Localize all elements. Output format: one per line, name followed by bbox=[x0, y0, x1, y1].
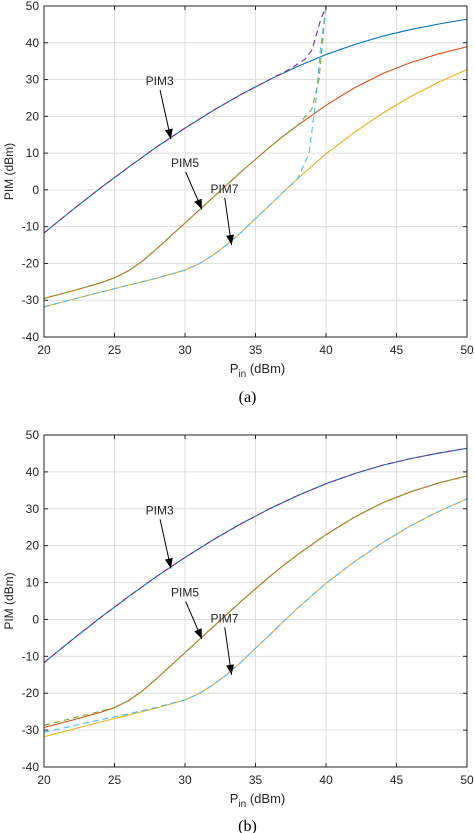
panel-caption: (a) bbox=[239, 389, 257, 406]
y-tick-label: 50 bbox=[26, 428, 40, 442]
panel-caption: (b) bbox=[238, 818, 257, 833]
x-tick-label: 25 bbox=[108, 343, 122, 357]
y-tick-label: 30 bbox=[26, 502, 40, 516]
x-tick-label: 50 bbox=[460, 343, 474, 357]
annotation-label: PIM7 bbox=[210, 611, 238, 625]
x-tick-label: 40 bbox=[319, 773, 333, 787]
annotation-label: PIM5 bbox=[171, 586, 199, 600]
annotation-arrowhead bbox=[164, 128, 173, 140]
y-tick-label: 0 bbox=[32, 612, 39, 626]
y-axis-label: PIM (dBm) bbox=[2, 572, 16, 629]
y-tick-label: 10 bbox=[26, 146, 40, 160]
annotation-label: PIM7 bbox=[210, 182, 238, 196]
y-tick-label: 20 bbox=[26, 109, 40, 123]
annotation-label: PIM3 bbox=[146, 74, 174, 88]
y-tick-label: 40 bbox=[26, 36, 40, 50]
y-tick-label: -30 bbox=[22, 293, 40, 307]
y-tick-label: -40 bbox=[22, 330, 40, 344]
x-tick-label: 50 bbox=[460, 773, 474, 787]
y-tick-label: 0 bbox=[32, 183, 39, 197]
series-line-5 bbox=[44, 6, 327, 308]
y-tick-label: 50 bbox=[26, 0, 40, 13]
annotation-arrowhead bbox=[194, 198, 202, 210]
annotation-label: PIM3 bbox=[146, 503, 174, 517]
annotation-arrowhead bbox=[164, 557, 173, 569]
y-tick-label: 30 bbox=[26, 73, 40, 87]
series-line-0 bbox=[44, 447, 467, 664]
x-tick-label: 30 bbox=[178, 343, 192, 357]
x-tick-label: 20 bbox=[37, 343, 51, 357]
y-tick-label: -10 bbox=[22, 649, 40, 663]
x-tick-label: 35 bbox=[249, 773, 263, 787]
annotation-arrowhead bbox=[194, 628, 202, 639]
y-tick-label: -10 bbox=[22, 220, 40, 234]
series-group bbox=[44, 6, 467, 308]
y-tick-label: 10 bbox=[26, 576, 40, 590]
series-line-5 bbox=[44, 498, 467, 733]
x-tick-label: 35 bbox=[249, 343, 263, 357]
series-line-0 bbox=[44, 18, 467, 234]
annotation-arrowhead bbox=[226, 234, 235, 246]
y-axis-label: PIM (dBm) bbox=[2, 143, 16, 200]
x-tick-label: 45 bbox=[390, 773, 404, 787]
x-tick-label: 30 bbox=[178, 773, 192, 787]
y-tick-label: -30 bbox=[22, 723, 40, 737]
x-tick-label: 45 bbox=[390, 343, 404, 357]
x-tick-label: 40 bbox=[319, 343, 333, 357]
series-line-1 bbox=[44, 6, 327, 234]
y-tick-label: 40 bbox=[26, 465, 40, 479]
y-tick-label: -40 bbox=[22, 760, 40, 774]
series-group bbox=[44, 447, 467, 738]
y-tick-label: 20 bbox=[26, 539, 40, 553]
y-tick-label: -20 bbox=[22, 686, 40, 700]
x-tick-label: 25 bbox=[108, 773, 122, 787]
annotation-arrowhead bbox=[226, 664, 235, 675]
series-line-3 bbox=[44, 475, 467, 726]
annotation-label: PIM5 bbox=[171, 156, 199, 170]
x-axis-label: Pin (dBm) bbox=[230, 361, 285, 380]
series-line-3 bbox=[44, 6, 327, 299]
x-axis-label: Pin (dBm) bbox=[230, 791, 285, 810]
y-tick-label: -20 bbox=[22, 256, 40, 270]
chart-panel-1: 20 25 30 35 40 45 50 -40 -30 -20 -10 0 10 20 30 40 50 PIM… bbox=[2, 428, 474, 833]
x-tick-label: 20 bbox=[37, 773, 51, 787]
chart-panel-0: 20 25 30 35 40 45 50 -40 -30 -20 -10 0 10 20 30 40 50 PIM… bbox=[2, 0, 474, 406]
